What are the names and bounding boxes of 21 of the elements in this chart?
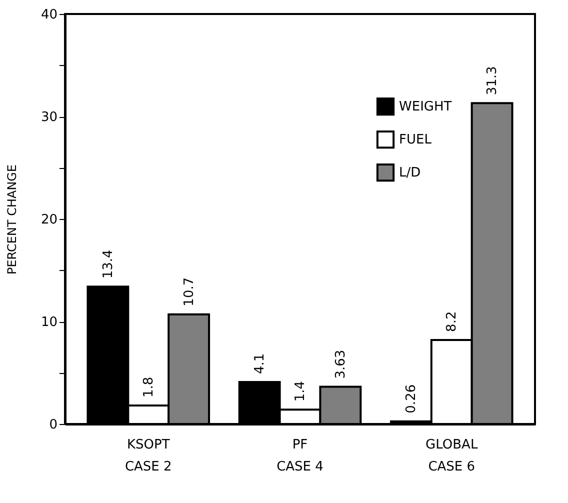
data-label: 3.63	[333, 350, 348, 379]
y-tick-label: 0	[49, 418, 58, 432]
y-tick-label: 40	[40, 8, 58, 22]
legend-label: FUEL	[399, 132, 432, 148]
legend-label: WEIGHT	[399, 100, 452, 114]
y-tick-label: 30	[40, 110, 58, 125]
x-tick-label: KSOPT CASE 2	[124, 438, 172, 474]
x-tick-label: PF CASE 4	[276, 438, 324, 474]
data-label: 31.3	[485, 66, 500, 96]
data-label: 0.26	[404, 384, 420, 414]
data-label: 4.1	[252, 353, 268, 374]
data-label: 8.2	[444, 311, 460, 332]
y-tick-label: 20	[40, 212, 58, 228]
data-label: 13.4	[100, 250, 116, 279]
legend-label: L/D	[399, 166, 421, 180]
data-label: 1.8	[141, 376, 156, 398]
x-tick-label: GLOBAL CASE 6	[426, 438, 478, 474]
data-label: 1.4	[293, 380, 308, 402]
y-axis-title: PERCENT CHANGE	[4, 164, 19, 275]
data-label: 10.7	[182, 277, 197, 306]
y-tick-label: 10	[40, 315, 58, 330]
